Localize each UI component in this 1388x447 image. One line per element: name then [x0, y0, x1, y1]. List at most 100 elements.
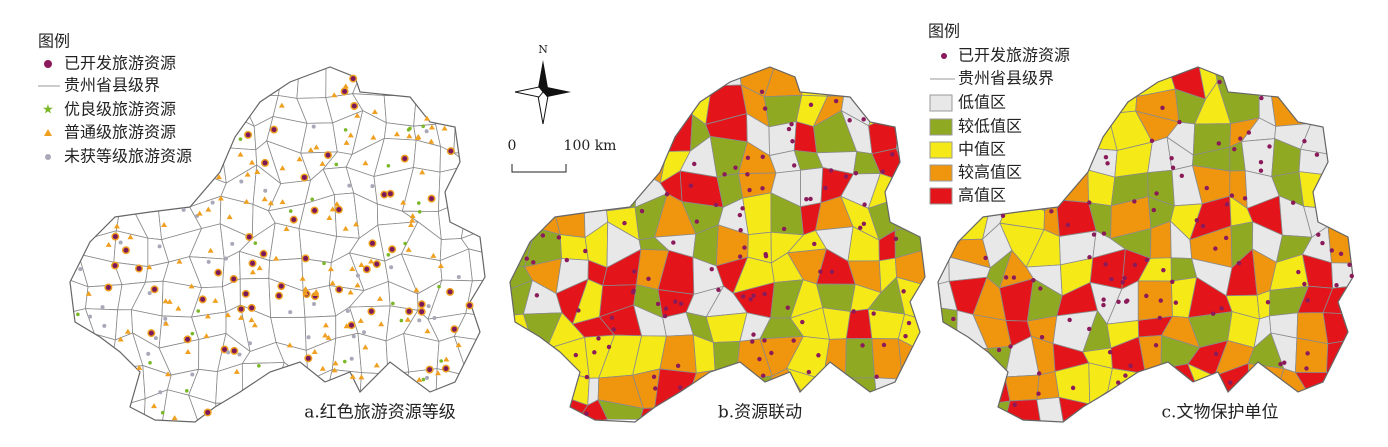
- resource-dot: [791, 338, 796, 343]
- developed-resource: [291, 217, 297, 223]
- resource-dot: [1258, 160, 1264, 165]
- county: [520, 171, 551, 208]
- resource-dot: [1170, 165, 1176, 170]
- ordinary-resource: [342, 83, 349, 89]
- ungraded-resource: [311, 124, 316, 129]
- ordinary-resource: [238, 314, 245, 320]
- ordinary-resource: [319, 365, 326, 371]
- ungraded-resource: [370, 184, 375, 189]
- resource-dot: [1228, 380, 1233, 385]
- resource-dot: [1087, 326, 1092, 332]
- ordinary-resource: [166, 298, 173, 304]
- resource-dot: [1153, 343, 1159, 348]
- resource-dot: [592, 350, 597, 355]
- resource-dot: [750, 339, 755, 344]
- province-border: [937, 66, 1354, 423]
- ordinary-resource: [325, 334, 332, 340]
- developed-resource: [152, 286, 158, 292]
- resource-dot: [1179, 173, 1185, 178]
- county: [800, 167, 824, 208]
- county: [1004, 374, 1040, 402]
- ordinary-resource: [368, 258, 375, 264]
- resource-dot: [716, 287, 721, 293]
- resource-dot: [1302, 138, 1307, 144]
- resource-dot: [1267, 144, 1272, 149]
- resource-dot: [833, 98, 839, 104]
- excellent-resource: [310, 197, 314, 202]
- resource-dot: [675, 363, 681, 368]
- ordinary-resource: [347, 132, 354, 138]
- ordinary-resource: [215, 174, 222, 180]
- county: [628, 67, 665, 97]
- legend-swatch: [929, 187, 953, 205]
- county: [956, 348, 992, 368]
- ordinary-resource: [85, 290, 92, 296]
- resource-dot: [664, 191, 670, 197]
- ordinary-resource: [105, 241, 112, 247]
- county: [894, 195, 925, 231]
- county: [105, 398, 146, 422]
- resource-dot: [1103, 155, 1109, 160]
- legend-item: 贵州省县级界: [958, 69, 1054, 88]
- excellent-resource: [386, 164, 391, 168]
- resource-dot: [1238, 136, 1243, 141]
- resource-dot: [790, 139, 795, 144]
- ordinary-resource: [362, 344, 369, 350]
- developed-resource: [305, 355, 311, 361]
- ordinary-resource: [283, 226, 290, 232]
- ungraded-resource: [100, 305, 105, 310]
- excellent-resource: [342, 359, 347, 364]
- developed-resource: [231, 348, 237, 354]
- ungraded-resource: [239, 179, 244, 184]
- ordinary-resource: [414, 134, 421, 140]
- resource-dot: [1144, 257, 1150, 263]
- county: [874, 377, 903, 402]
- developed-resource: [231, 276, 237, 282]
- resource-dot: [851, 309, 856, 314]
- county: [520, 195, 561, 236]
- ordinary-resource: [413, 287, 420, 293]
- county: [1136, 368, 1177, 399]
- scale-bar: 0 100 km: [508, 138, 616, 173]
- county: [684, 388, 721, 422]
- resource-dot: [1338, 251, 1344, 257]
- resource-dot: [1070, 385, 1076, 391]
- county: [938, 67, 963, 97]
- resource-dot: [737, 212, 743, 218]
- ungraded-resource: [389, 265, 394, 270]
- resource-dot: [1258, 168, 1264, 173]
- resource-dot: [1305, 351, 1310, 356]
- county: [70, 203, 96, 239]
- legend-item: 已开发旅游资源: [64, 54, 176, 73]
- resource-dot: [540, 233, 546, 238]
- county: [712, 340, 741, 380]
- ordinary-resource: [267, 200, 274, 206]
- developed-resource: [342, 88, 348, 94]
- ungraded-resource: [157, 244, 162, 249]
- resource-dot: [1216, 141, 1222, 146]
- county: [70, 367, 91, 408]
- ordinary-resource: [279, 165, 286, 171]
- compass-arrow: [514, 86, 544, 98]
- resource-dot: [1210, 311, 1216, 316]
- developed-resource: [262, 160, 268, 166]
- developed-resource: [351, 103, 357, 109]
- resource-dot: [906, 320, 912, 326]
- resource-dot: [881, 342, 887, 348]
- resource-dot: [860, 343, 865, 348]
- excellent-resource: [439, 359, 443, 363]
- excellent-resource: [421, 124, 425, 129]
- resource-dot: [1236, 260, 1242, 266]
- resource-dot: [1278, 361, 1283, 367]
- ordinary-resource: [428, 138, 435, 144]
- county: [604, 93, 638, 126]
- developed-resource: [148, 330, 154, 336]
- resource-dot: [1128, 363, 1133, 369]
- resource-dot: [1122, 275, 1127, 281]
- excellent-resource: [257, 364, 261, 368]
- resource-dot: [1213, 351, 1219, 356]
- county: [1327, 225, 1353, 264]
- ungraded-resource: [88, 314, 93, 319]
- county: [510, 396, 531, 422]
- resource-dot: [1304, 366, 1309, 371]
